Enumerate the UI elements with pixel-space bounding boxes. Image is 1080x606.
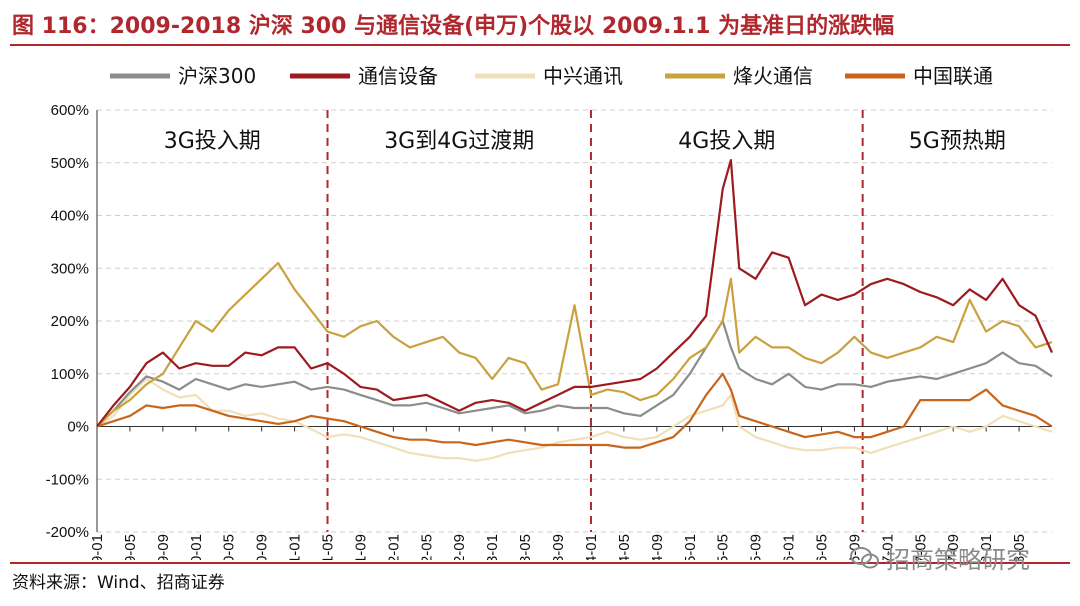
phase-label: 3G投入期 — [164, 129, 261, 154]
footer-rule — [10, 562, 1070, 564]
x-tick-label: 2013-01 — [484, 534, 501, 560]
x-tick-label: 2018-05 — [1011, 534, 1028, 560]
x-tick-label: 2017-01 — [879, 534, 896, 560]
x-tick-label: 2011-09 — [352, 534, 369, 560]
x-tick-label: 2018-01 — [978, 534, 995, 560]
line-chart: -200% -100% 0% 100% 200% 300% 400% 500% 600% 200… — [46, 64, 1054, 560]
y-tick-label: 200% — [51, 313, 89, 330]
x-tick-label: 2010-01 — [188, 534, 205, 560]
x-tick-label: 2011-05 — [320, 534, 337, 560]
x-tick-label: 2010-05 — [221, 534, 238, 560]
x-tick-label: 2014-01 — [583, 534, 600, 560]
y-tick-label: 400% — [51, 208, 89, 225]
phase-label: 4G投入期 — [678, 129, 775, 154]
title-rule — [10, 44, 1070, 46]
series-line-unicom — [96, 372, 1053, 449]
legend-label-hs300: 沪深300 — [178, 64, 256, 88]
y-axis: -200% -100% 0% 100% 200% 300% 400% 500% 600% — [46, 102, 98, 541]
phase-dividers: 3G投入期 3G到4G过渡期 4G投入期 5G预热期 — [164, 110, 1006, 532]
x-tick-label: 2014-05 — [616, 534, 633, 560]
series-line-zte — [96, 377, 1053, 462]
x-tick-label: 2009-01 — [89, 534, 106, 560]
legend-label-zte: 中兴通讯 — [543, 64, 623, 88]
y-tick-label: 600% — [51, 102, 89, 119]
phase-label: 3G到4G过渡期 — [384, 129, 534, 154]
series-line-hs300 — [96, 319, 1053, 428]
figure-title: 图 116：2009-2018 沪深 300 与通信设备(申万)个股以 2009… — [12, 14, 895, 39]
x-tick-label: 2009-09 — [155, 534, 172, 560]
x-tick-label: 2010-09 — [254, 534, 271, 560]
x-tick-label: 2015-09 — [748, 534, 765, 560]
grid-lines — [97, 109, 1052, 533]
y-tick-label: 500% — [51, 155, 89, 172]
series-line-fiberhome — [96, 261, 1053, 428]
x-tick-label: 2016-01 — [781, 534, 798, 560]
y-tick-label: 0% — [67, 419, 89, 436]
x-tick-label: 2015-05 — [715, 534, 732, 560]
series-lines — [96, 159, 1054, 462]
x-tick-label: 2011-01 — [287, 534, 304, 560]
x-tick-label: 2016-05 — [813, 534, 830, 560]
y-tick-label: -100% — [46, 471, 89, 488]
y-tick-label: -200% — [46, 524, 89, 541]
legend-label-unicom: 中国联通 — [913, 64, 993, 88]
watermark-text: 招商策略研究 — [886, 546, 1030, 574]
x-tick-label: 2017-09 — [945, 534, 962, 560]
x-tick-label: 2009-05 — [122, 534, 139, 560]
legend-label-fiberhome: 烽火通信 — [733, 64, 813, 88]
y-tick-label: 100% — [51, 366, 89, 383]
source-note: 资料来源：Wind、招商证券 — [12, 573, 225, 593]
phase-label: 5G预热期 — [909, 129, 1006, 154]
x-tick-label: 2014-09 — [649, 534, 666, 560]
x-tick-label: 2012-09 — [451, 534, 468, 560]
x-tick-label: 2015-01 — [682, 534, 699, 560]
x-tick-label: 2013-05 — [517, 534, 534, 560]
legend: 沪深300 通信设备 中兴通讯 烽火通信 中国联通 — [110, 64, 993, 88]
x-tick-label: 2013-09 — [550, 534, 567, 560]
series-line-telecom — [96, 159, 1054, 428]
x-tick-label: 2012-05 — [418, 534, 435, 560]
x-axis: 2009-01 2009-05 2009-09 2010-01 2010-05 2010-… — [89, 426, 1052, 560]
y-tick-label: 300% — [51, 260, 89, 277]
x-tick-label: 2012-01 — [385, 534, 402, 560]
watermark: 招商策略研究 — [850, 540, 1030, 575]
x-tick-label: 2017-05 — [912, 534, 929, 560]
wechat-icon — [850, 546, 879, 568]
legend-label-telecom: 通信设备 — [358, 64, 438, 88]
